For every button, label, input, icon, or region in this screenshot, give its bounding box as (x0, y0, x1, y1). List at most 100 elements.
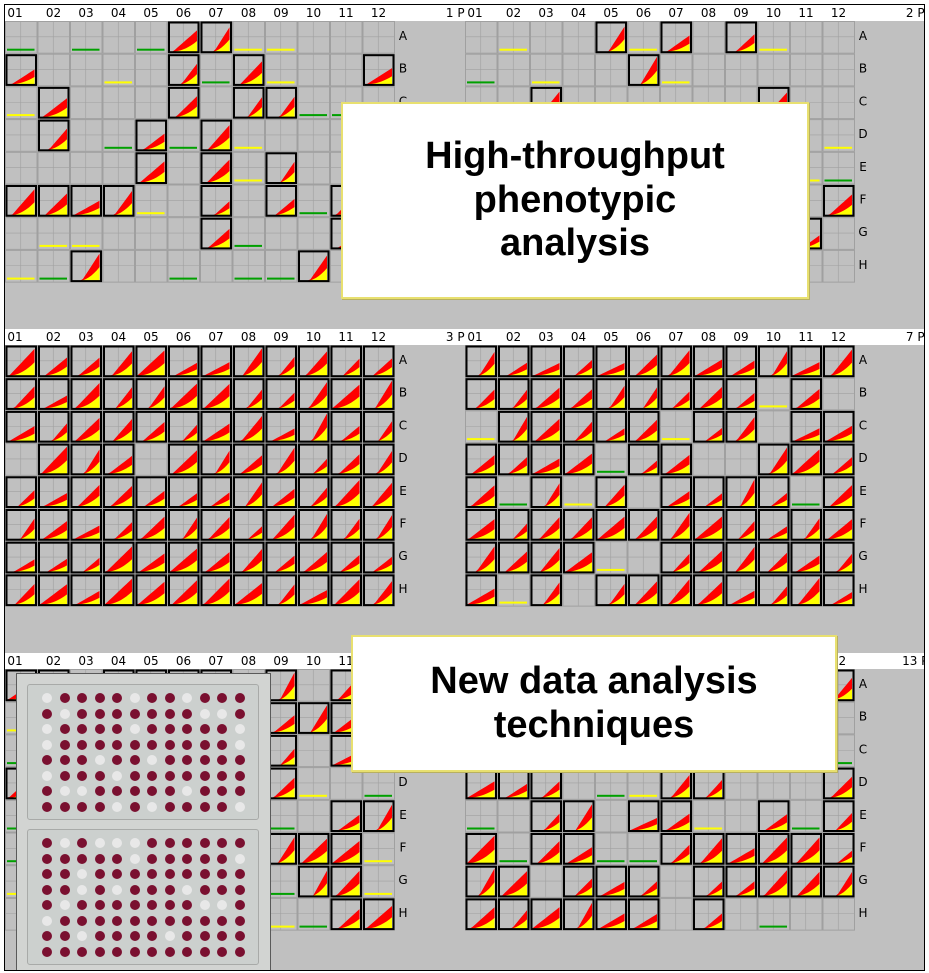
well-cell (790, 21, 823, 54)
active-well-border (38, 378, 70, 410)
baseline-curve (759, 532, 787, 540)
photo-well-dot (147, 770, 157, 781)
baseline-curve (467, 849, 495, 864)
plate-photo-lower (27, 829, 259, 965)
active-well-border (363, 898, 395, 931)
baseline-curve (467, 363, 495, 376)
active-well-border (135, 119, 167, 152)
growth-curve (499, 523, 527, 540)
active-well-border (103, 541, 135, 574)
active-well-border (5, 54, 37, 86)
active-well-border (628, 443, 660, 476)
row-letter-label: E (399, 484, 407, 498)
well-cell (725, 53, 758, 87)
photo-well-dot (42, 708, 52, 719)
growth-curve (202, 450, 230, 474)
well-cell (822, 377, 855, 411)
photo-well-dot (217, 739, 227, 750)
growth-curve (662, 553, 690, 572)
baseline-curve (202, 462, 230, 474)
active-well-border (103, 410, 135, 443)
photo-well-dot (217, 755, 227, 765)
baseline-curve (39, 366, 67, 376)
active-well-border (38, 86, 70, 119)
well-cell (562, 53, 595, 87)
photo-well-dot (77, 708, 87, 719)
active-well-border (530, 476, 562, 508)
plate-number-label: 7 PI (906, 330, 924, 344)
row-letter-label: H (858, 258, 867, 272)
photo-well-dot (217, 869, 227, 879)
photo-well-dot (217, 915, 227, 926)
active-well-border (530, 833, 562, 865)
photo-well-dot (164, 900, 175, 910)
active-well-border (465, 509, 497, 541)
well-cell (757, 410, 790, 444)
active-well-border (38, 541, 70, 574)
baseline-curve (629, 70, 657, 85)
baseline-curve (169, 528, 197, 540)
photo-well-dot (112, 770, 122, 781)
active-well-border (265, 574, 297, 607)
growth-curve (72, 253, 100, 281)
well-cell (232, 119, 265, 152)
growth-curve (662, 512, 690, 540)
growth-curve (759, 351, 787, 376)
growth-curve (597, 484, 625, 507)
flat-curve (202, 81, 230, 84)
growth-curve (467, 546, 495, 572)
baseline-curve (202, 591, 230, 605)
growth-curve (299, 705, 327, 733)
baseline-curve (662, 43, 690, 52)
photo-well-dot (147, 693, 157, 703)
well-cell (5, 21, 38, 54)
photo-well-dot (129, 915, 140, 926)
active-well-border (758, 509, 790, 541)
active-well-border (498, 898, 530, 931)
photo-well-dot (77, 900, 87, 910)
photo-well-dot (147, 931, 157, 941)
baseline-curve (792, 398, 820, 409)
plate-header-bar (5, 5, 465, 21)
baseline-curve (694, 850, 722, 864)
well-cell (692, 443, 725, 476)
photo-well-dot (42, 770, 52, 781)
baseline-curve (332, 883, 360, 896)
row-letter-label: E (859, 808, 867, 822)
active-well-border (595, 509, 627, 541)
growth-curve (169, 424, 197, 442)
baseline-curve (499, 399, 527, 409)
growth-curve (39, 128, 67, 150)
well-cell (822, 21, 855, 54)
photo-well-dot (112, 755, 122, 765)
well-cell (102, 249, 135, 283)
baseline-curve (72, 564, 100, 572)
row-letter-label: F (860, 193, 867, 207)
photo-well-dot (199, 869, 210, 879)
column-number-label: 04 (111, 330, 126, 344)
baseline-curve (234, 593, 262, 605)
column-number-label: 03 (538, 330, 553, 344)
active-well-border (823, 345, 855, 378)
growth-curve (629, 387, 657, 409)
growth-curve (332, 426, 360, 442)
baseline-curve (169, 499, 197, 507)
photo-well-dot (234, 786, 245, 796)
flat-curve (72, 244, 100, 247)
column-number-label: 03 (78, 654, 93, 668)
photo-well-dot (112, 786, 122, 796)
plate-header-bar (5, 653, 465, 669)
well-cell (5, 151, 38, 185)
growth-curve (39, 423, 67, 442)
active-well-border (38, 345, 70, 378)
baseline-curve (727, 597, 755, 605)
column-number-label: 02 (46, 654, 61, 668)
column-number-label: 02 (506, 330, 521, 344)
growth-curve (499, 389, 527, 409)
well-cell (660, 865, 693, 898)
baseline-curve (564, 528, 592, 540)
baseline-curve (72, 597, 100, 605)
active-well-border (563, 345, 595, 378)
photo-well-dot (129, 770, 140, 781)
well-cell (362, 21, 395, 54)
